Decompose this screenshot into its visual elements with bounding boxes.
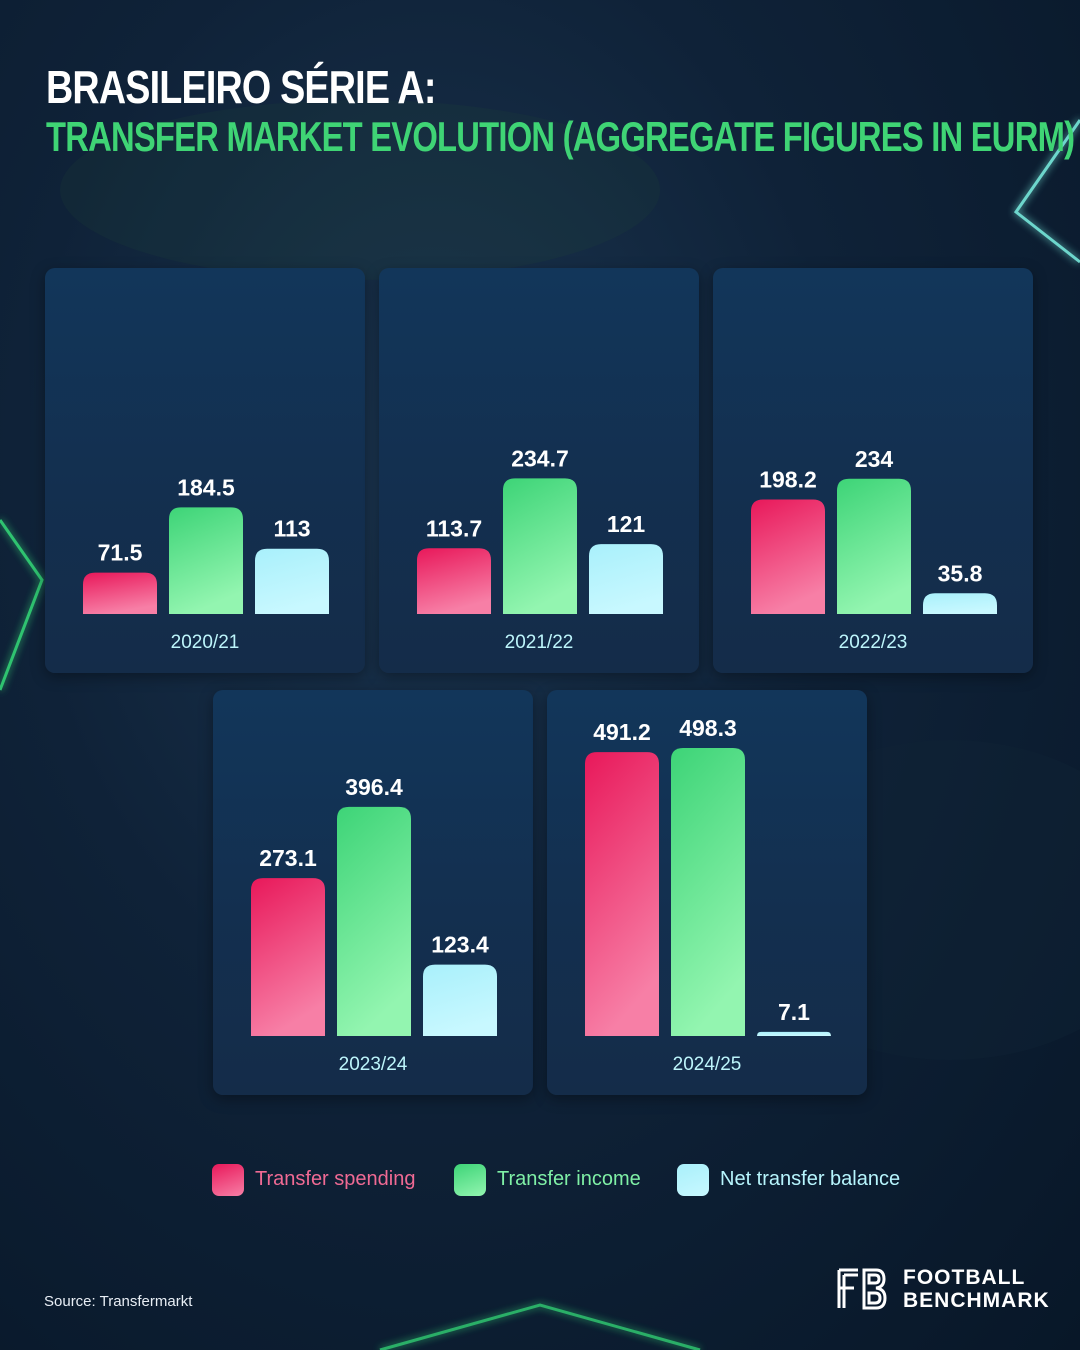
logo-line-2: BENCHMARK xyxy=(903,1289,1050,1312)
income-bar xyxy=(337,806,411,1036)
net-balance-bar xyxy=(589,544,663,614)
data-label: 396.4 xyxy=(345,774,403,800)
title-block: BRASILEIRO SÉRIE A: TRANSFER MARKET EVOL… xyxy=(46,61,1075,162)
net-balance-bar xyxy=(255,548,329,614)
data-label: 491.2 xyxy=(593,719,651,745)
season-label: 2024/25 xyxy=(672,1054,742,1075)
logo-text: FOOTBALL BENCHMARK xyxy=(903,1266,1050,1312)
legend-label: Transfer spending xyxy=(255,1168,416,1190)
bar-chart: 71.5 184.5 113 xyxy=(83,474,329,614)
data-label: 121 xyxy=(607,511,646,537)
spending-bar xyxy=(83,572,157,614)
income-bar xyxy=(671,748,745,1036)
legend: Transfer spending Transfer income Net tr… xyxy=(212,1164,912,1198)
panel-2022-23: 198.2 234 35.8 2022/23 xyxy=(713,268,1033,673)
fb-logo-icon xyxy=(837,1268,887,1310)
data-label: 184.5 xyxy=(177,474,235,500)
income-bar xyxy=(169,507,243,614)
data-label: 35.8 xyxy=(938,560,983,586)
data-label: 273.1 xyxy=(259,845,317,871)
panel-2024-25: 491.2 498.3 7.1 2024/25 xyxy=(547,690,867,1095)
data-label: 234 xyxy=(855,446,894,472)
net-balance-bar xyxy=(757,1031,831,1036)
legend-label: Transfer income xyxy=(497,1168,641,1190)
legend-label: Net transfer balance xyxy=(720,1168,901,1190)
legend-swatch-net xyxy=(677,1164,709,1196)
data-label: 113.7 xyxy=(426,515,482,541)
income-bar xyxy=(503,478,577,614)
data-label: 113 xyxy=(273,516,310,542)
bar-chart: 491.2 498.3 7.1 xyxy=(585,715,831,1036)
data-label: 234.7 xyxy=(511,445,569,471)
legend-swatch-spending xyxy=(212,1164,244,1196)
season-label: 2020/21 xyxy=(170,632,240,653)
panel-2021-22: 113.7 234.7 121 2021/22 xyxy=(379,268,699,673)
data-label: 71.5 xyxy=(98,540,143,566)
bar-chart: 273.1 396.4 123.4 xyxy=(251,774,497,1036)
income-bar xyxy=(837,478,911,614)
legend-swatch-income xyxy=(454,1164,486,1196)
spending-bar xyxy=(585,752,659,1036)
football-benchmark-logo: FOOTBALL BENCHMARK xyxy=(836,1266,1049,1314)
season-label: 2021/22 xyxy=(504,632,574,653)
spending-bar xyxy=(251,878,325,1036)
season-label: 2022/23 xyxy=(838,632,908,653)
bar-chart: 198.2 234 35.8 xyxy=(751,446,997,614)
net-balance-bar xyxy=(423,964,497,1036)
bar-chart: 113.7 234.7 121 xyxy=(417,445,663,614)
data-label: 198.2 xyxy=(759,466,817,492)
panel-2020-21: 71.5 184.5 113 2020/21 xyxy=(45,268,365,673)
spending-bar xyxy=(751,499,825,614)
data-label: 7.1 xyxy=(778,999,810,1025)
season-label: 2023/24 xyxy=(338,1054,408,1075)
spending-bar xyxy=(417,548,491,614)
chart-title: BRASILEIRO SÉRIE A: xyxy=(46,61,436,113)
data-label: 498.3 xyxy=(679,715,737,741)
logo-line-1: FOOTBALL xyxy=(903,1266,1026,1289)
data-label: 123.4 xyxy=(431,932,489,958)
chart-subtitle: TRANSFER MARKET EVOLUTION (AGGREGATE FIG… xyxy=(46,113,1075,160)
panel-2023-24: 273.1 396.4 123.4 2023/24 xyxy=(213,690,533,1095)
source-note: Source: Transfermarkt xyxy=(44,1293,193,1310)
net-balance-bar xyxy=(923,593,997,614)
